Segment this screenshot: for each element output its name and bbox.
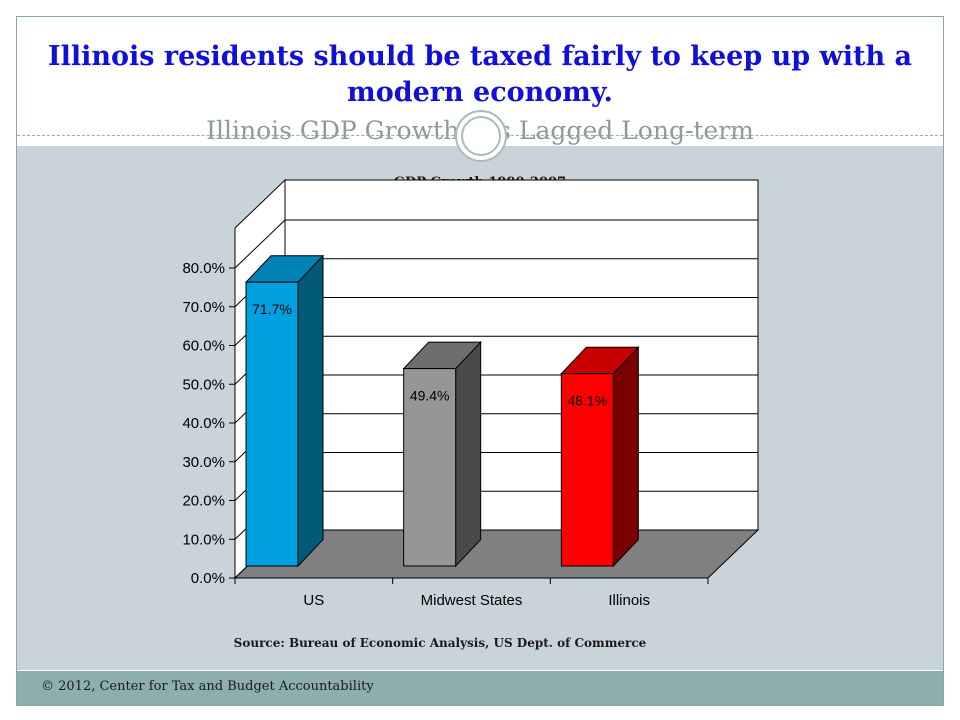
data-label-0: 71.7% bbox=[252, 301, 292, 317]
bar-1 bbox=[403, 368, 457, 567]
y-tick-label-7: 70.0% bbox=[182, 299, 225, 316]
y-tick-label-6: 60.0% bbox=[182, 338, 225, 355]
x-tick-label-0: US bbox=[303, 592, 324, 609]
bar-side-1 bbox=[455, 340, 482, 568]
slide-footer: © 2012, Center for Tax and Budget Accoun… bbox=[17, 671, 943, 705]
x-tick-label-1: Midwest States bbox=[421, 592, 523, 609]
y-tick-label-5: 50.0% bbox=[182, 376, 225, 393]
x-tick-label-2: Illinois bbox=[608, 592, 650, 609]
gridline-8 bbox=[234, 219, 758, 269]
bar-0 bbox=[245, 281, 299, 567]
copyright-text: © 2012, Center for Tax and Budget Accoun… bbox=[41, 679, 374, 694]
bar-side-0 bbox=[297, 254, 324, 568]
data-label-2: 48.1% bbox=[567, 393, 607, 409]
y-tick-label-3: 30.0% bbox=[182, 454, 225, 471]
bar-side-2 bbox=[612, 345, 639, 568]
y-tick-label-4: 40.0% bbox=[182, 415, 225, 432]
y-tick-label-1: 10.0% bbox=[182, 531, 225, 548]
bar-2 bbox=[560, 373, 614, 567]
y-tick-label-8: 80.0% bbox=[182, 260, 225, 277]
divider-ornament-icon bbox=[455, 110, 507, 162]
y-tick-label-0: 0.0% bbox=[191, 570, 225, 587]
y-tick-label-2: 20.0% bbox=[182, 493, 225, 510]
data-label-1: 49.4% bbox=[410, 388, 450, 404]
chart-source: Source: Bureau of Economic Analysis, US … bbox=[234, 636, 647, 650]
plot-area: 0.0% 10.0% 20.0% 30.0% 40.0% 50.0% 60.0% 70.0% 8… bbox=[182, 178, 760, 609]
slide-title: Illinois residents should be taxed fairl… bbox=[47, 41, 913, 108]
back-wall bbox=[284, 179, 759, 531]
